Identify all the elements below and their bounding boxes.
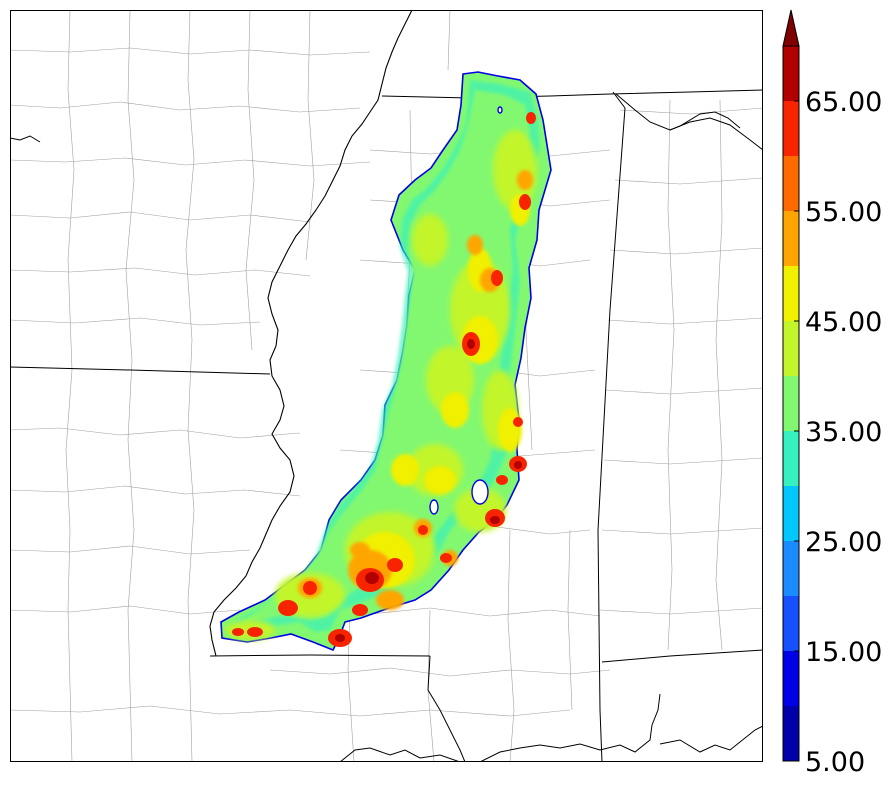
swath-darkred-cores: [335, 339, 522, 642]
colorbar-segment: [783, 486, 799, 541]
mississippi-river: [209, 10, 413, 657]
colorbar-segments: [783, 46, 799, 761]
state-boundaries: [10, 89, 763, 762]
colorbar-segment: [783, 321, 799, 376]
swath-inner-green: [242, 90, 530, 622]
colorbar-segment: [783, 156, 799, 211]
colorbar-frame: [782, 45, 800, 762]
colorbar: 5.00 15.00 25.00 35.00 45.00 55.00 65.00: [782, 9, 882, 778]
colorbar-segment: [783, 266, 799, 321]
reflectivity-swath: [220, 71, 552, 652]
colorbar-segment: [783, 706, 799, 761]
colorbar-ticks: 5.00 15.00 25.00 35.00 45.00 55.00 65.00: [794, 87, 882, 778]
colorbar-segment: [783, 46, 799, 101]
colorbar-segment: [783, 211, 799, 266]
reflectivity-map: [10, 10, 763, 762]
map-background: [10, 10, 763, 762]
map-frame: [10, 10, 763, 762]
colorbar-tick-label: 15.00: [805, 637, 882, 668]
colorbar-segment: [783, 651, 799, 706]
swath-holes: [429, 106, 503, 515]
colorbar-extend-triangle: [782, 9, 800, 47]
colorbar-segment: [783, 101, 799, 156]
colorbar-tick-label: 5.00: [805, 747, 865, 778]
colorbar-segment: [783, 431, 799, 486]
colorbar-tick-label: 25.00: [805, 527, 882, 558]
colorbar-segment: [783, 376, 799, 431]
colorbar-segment: [783, 596, 799, 651]
colorbar-tick-label: 35.00: [805, 417, 882, 448]
colorbar-tick-label: 65.00: [805, 87, 882, 118]
colorbar-tick-label: 45.00: [805, 307, 882, 338]
colorbar-segment: [783, 541, 799, 596]
colorbar-tick-label: 55.00: [805, 197, 882, 228]
county-boundaries: [10, 10, 763, 762]
